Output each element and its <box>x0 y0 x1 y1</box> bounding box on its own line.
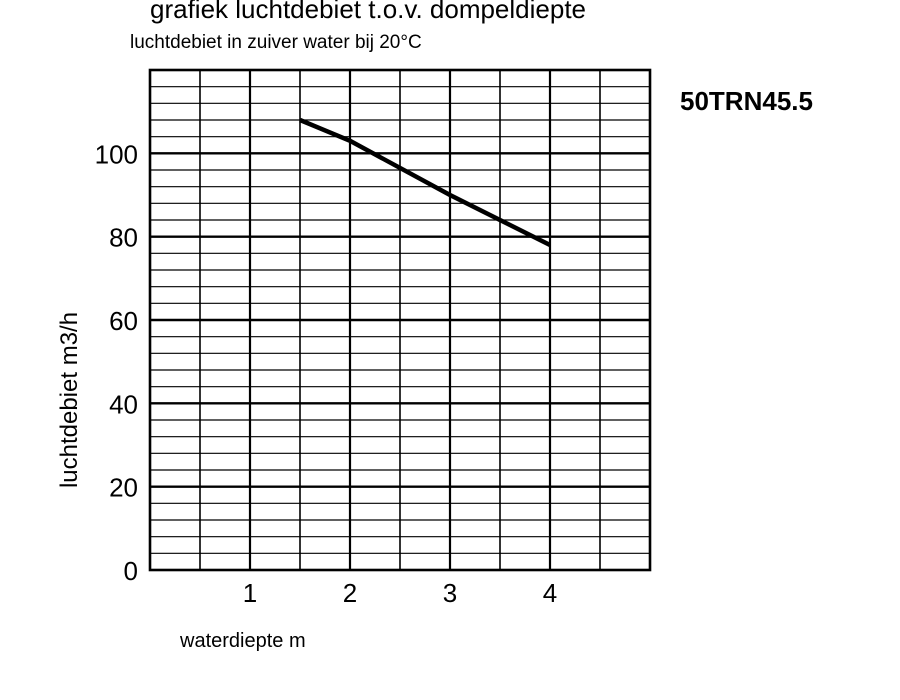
plot-frame <box>148 68 652 572</box>
x-tick-label: 3 <box>443 578 457 608</box>
y-tick-label: 20 <box>109 473 138 503</box>
model-label: 50TRN45.5 <box>680 86 813 116</box>
x-axis-label: waterdiepte m <box>180 630 306 652</box>
series-group <box>299 117 552 248</box>
x-tick-label: 2 <box>343 578 357 608</box>
plot-border <box>148 68 652 572</box>
y-tick-label: 40 <box>109 389 138 419</box>
chart-title: grafiek luchtdebiet t.o.v. dompeldiepte <box>150 0 587 24</box>
chart-subtitle: luchtdebiet in zuiver water bij 20°C <box>130 32 422 53</box>
grid <box>150 70 650 570</box>
series-line <box>299 117 552 248</box>
y-tick-label: 60 <box>109 306 138 336</box>
y-tick-label: 100 <box>95 139 138 169</box>
y-tick-label: 80 <box>109 223 138 253</box>
x-tick-label: 4 <box>543 578 557 608</box>
y-tick-label: 0 <box>124 556 138 586</box>
x-tick-label: 1 <box>243 578 257 608</box>
